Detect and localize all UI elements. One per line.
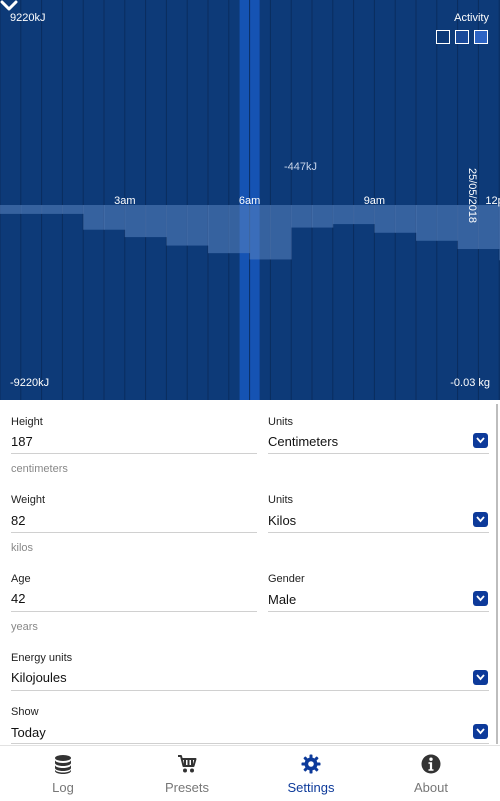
- data-bar[interactable]: [270, 205, 292, 260]
- height-input[interactable]: 187: [11, 434, 33, 449]
- height-units-underline: [268, 453, 489, 454]
- data-bar[interactable]: [104, 205, 126, 230]
- chevron-down-icon: [476, 674, 485, 681]
- data-bar[interactable]: [208, 205, 230, 254]
- bottom-navigation: Log Presets Settings: [0, 745, 500, 800]
- nav-item-presets[interactable]: Presets: [125, 746, 249, 801]
- settings-form: Height 187 centimeters Units Centimeters…: [0, 400, 500, 745]
- settings-scrollbar[interactable]: [496, 404, 498, 744]
- activity-level-high-toggle[interactable]: [474, 30, 488, 44]
- chevron-down-icon: [476, 728, 485, 735]
- weight-input-underline: [11, 532, 257, 533]
- show-underline: [11, 743, 489, 744]
- data-bar[interactable]: [187, 205, 209, 246]
- nav-item-label: Settings: [287, 780, 335, 795]
- data-bar[interactable]: [332, 205, 355, 225]
- energy-units-select[interactable]: Kilojoules: [11, 670, 67, 685]
- age-label: Age: [11, 573, 31, 585]
- nav-item-about[interactable]: About: [369, 746, 493, 801]
- height-units-dropdown-button[interactable]: [473, 433, 488, 448]
- data-bar[interactable]: [395, 205, 417, 233]
- data-bar[interactable]: [457, 205, 479, 250]
- weight-units-label: Units: [268, 494, 294, 506]
- nav-item-label: About: [414, 780, 448, 795]
- data-bar[interactable]: [478, 205, 500, 250]
- data-bar[interactable]: [436, 205, 459, 241]
- activity-level-low-toggle[interactable]: [436, 30, 450, 44]
- gender-underline: [268, 611, 489, 612]
- nav-item-log[interactable]: Log: [1, 746, 125, 801]
- gear-icon: [301, 754, 321, 774]
- show-label: Show: [11, 706, 39, 718]
- database-icon: [55, 755, 71, 774]
- data-bar[interactable]: [312, 205, 334, 228]
- activity-label: Activity: [454, 12, 489, 24]
- nav-item-settings[interactable]: Settings: [249, 746, 373, 801]
- weight-units-select[interactable]: Kilos: [268, 513, 297, 528]
- data-bar[interactable]: [374, 205, 396, 233]
- height-units-select[interactable]: Centimeters: [268, 434, 339, 449]
- y-axis-min-label: -9220kJ: [10, 377, 50, 389]
- energy-chart[interactable]: 3am6am9am12pm3pm6pm9pm 9220kJ -9220kJ -0…: [0, 0, 500, 400]
- gender-label: Gender: [268, 573, 305, 585]
- energy-units-dropdown-button[interactable]: [473, 670, 488, 685]
- data-bar[interactable]: [0, 205, 22, 214]
- data-bar[interactable]: [145, 205, 167, 238]
- data-bar[interactable]: [166, 205, 188, 246]
- age-input-underline: [11, 611, 257, 612]
- age-input[interactable]: 42: [11, 591, 26, 606]
- weight-label: Weight: [11, 494, 46, 506]
- gender-select[interactable]: Male: [268, 592, 297, 607]
- weight-units-dropdown-button[interactable]: [473, 512, 488, 527]
- height-units-label: Units: [268, 416, 294, 428]
- data-bar[interactable]: [249, 205, 271, 260]
- age-hint: years: [11, 621, 38, 633]
- x-tick-label: 9am: [364, 195, 385, 207]
- data-bar[interactable]: [353, 205, 375, 225]
- data-bar[interactable]: [62, 205, 84, 214]
- data-bar[interactable]: [41, 205, 63, 214]
- chevron-down-icon: [476, 437, 485, 444]
- x-tick-label: 3am: [114, 195, 135, 207]
- chevron-down-icon: [0, 0, 18, 11]
- date-label: 25/05/2018: [466, 168, 478, 224]
- chart-plot[interactable]: 3am6am9am12pm3pm6pm9pm: [0, 0, 500, 400]
- weight-units-underline: [268, 532, 489, 533]
- height-hint: centimeters: [11, 463, 68, 475]
- energy-units-underline: [11, 690, 489, 691]
- height-label: Height: [11, 416, 43, 428]
- data-bar[interactable]: [291, 205, 313, 228]
- height-input-underline: [11, 453, 257, 454]
- x-tick-label: 6am: [239, 195, 260, 207]
- activity-level-medium-toggle[interactable]: [455, 30, 469, 44]
- weight-hint: kilos: [11, 542, 34, 554]
- show-select[interactable]: Today: [11, 725, 46, 740]
- weight-change-label: -0.03 kg: [450, 377, 490, 389]
- data-bar[interactable]: [228, 205, 251, 254]
- x-tick-label: 12pm: [485, 195, 500, 207]
- data-bar[interactable]: [416, 205, 438, 241]
- data-bar[interactable]: [20, 205, 43, 214]
- gender-dropdown-button[interactable]: [473, 591, 488, 606]
- nav-item-label: Presets: [164, 780, 210, 795]
- info-icon: [421, 754, 441, 774]
- weight-input[interactable]: 82: [11, 513, 26, 528]
- data-bar[interactable]: [124, 205, 147, 238]
- chevron-down-icon: [476, 516, 485, 523]
- nav-item-label: Log: [52, 780, 74, 795]
- energy-units-label: Energy units: [11, 652, 73, 664]
- selected-bar-value: -447kJ: [284, 161, 318, 173]
- show-dropdown-button[interactable]: [473, 724, 488, 739]
- chevron-down-icon: [476, 595, 485, 602]
- data-bar[interactable]: [83, 205, 105, 230]
- y-axis-max-label: 9220kJ: [10, 12, 46, 24]
- cart-icon: [178, 755, 197, 773]
